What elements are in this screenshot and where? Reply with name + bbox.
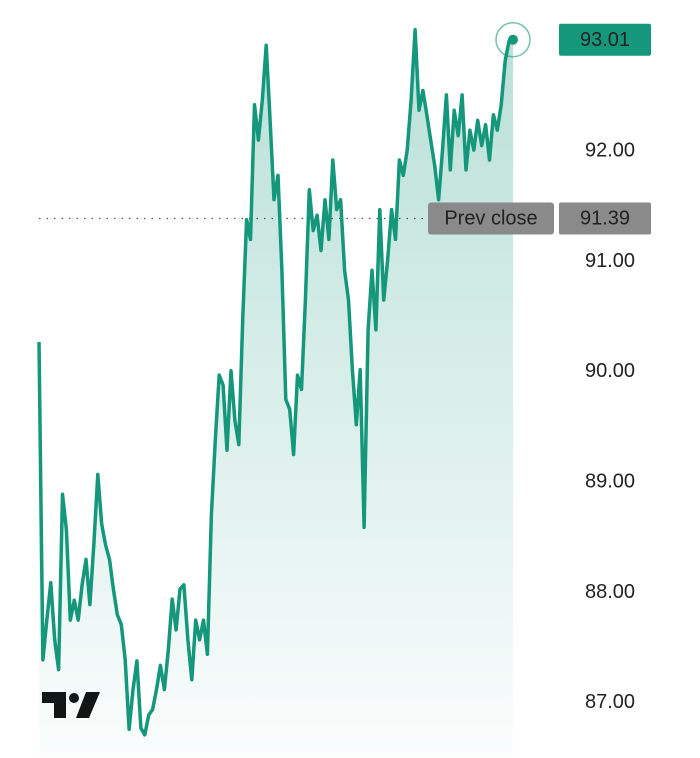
y-tick-label: 90.00 (585, 360, 635, 382)
prev-close-value-badge (559, 202, 651, 235)
last-price-label: 93.01 (580, 29, 630, 51)
y-tick-label: 92.00 (585, 139, 635, 161)
last-point (508, 34, 518, 45)
price-line (37, 28, 514, 737)
prev-close-badge (428, 202, 554, 235)
last-point-ring (495, 21, 531, 58)
y-tick-label: 88.00 (585, 581, 635, 603)
y-tick-label: 89.00 (585, 470, 635, 492)
last-price-badge (559, 23, 651, 56)
prev-close-value: 91.39 (580, 208, 630, 230)
y-tick-label: 91.00 (585, 250, 635, 272)
area-fill (39, 29, 513, 758)
prev-close-label: Prev close (444, 208, 537, 230)
y-tick-label: 87.00 (585, 691, 635, 713)
